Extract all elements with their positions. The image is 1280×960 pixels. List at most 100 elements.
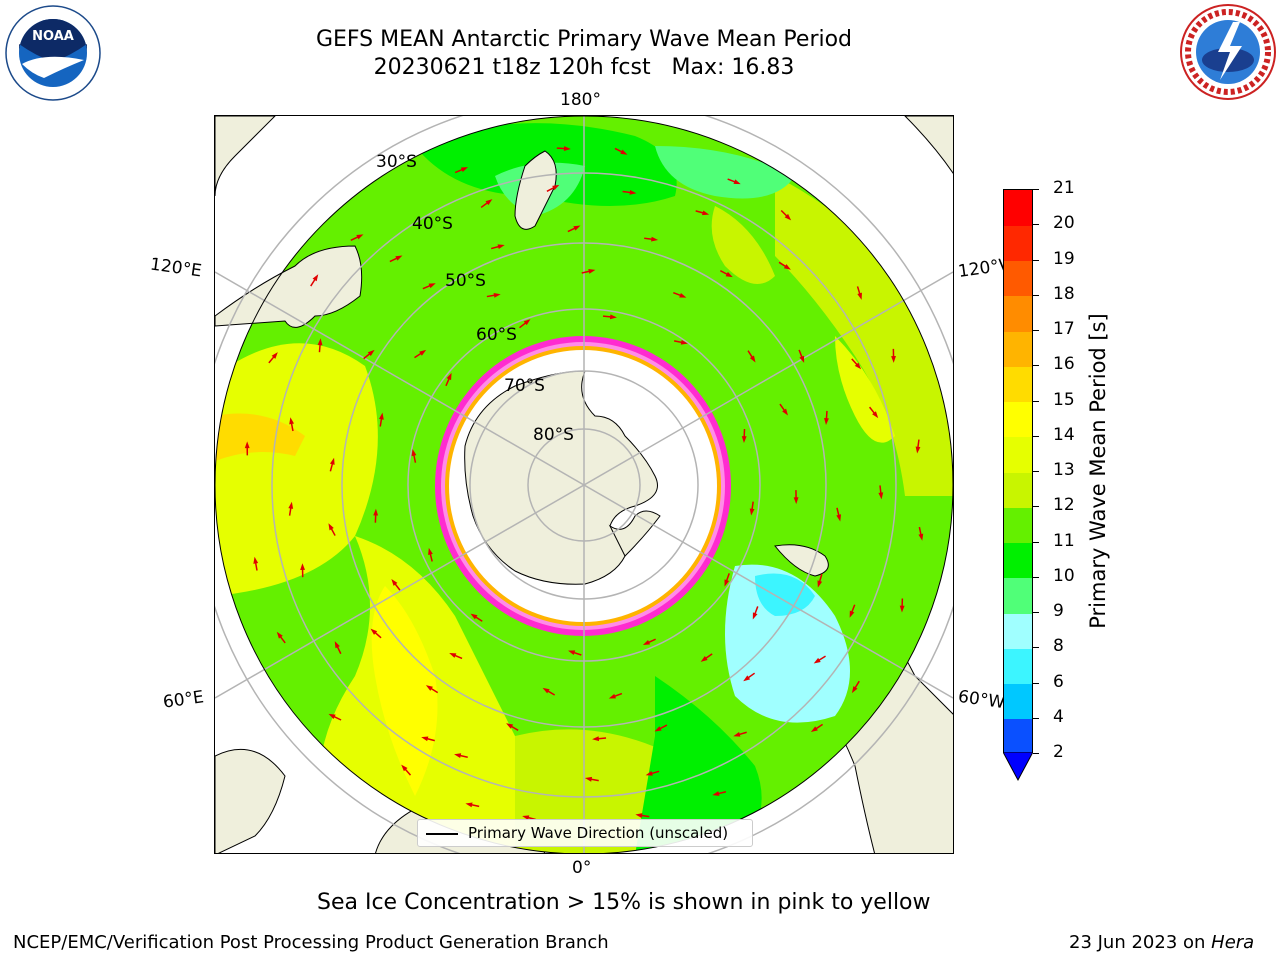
wave-direction-arrowhead: [373, 508, 379, 516]
wave-direction-arrowhead: [724, 579, 730, 587]
wave-direction-arrowhead: [449, 652, 457, 658]
wave-direction-arrowhead: [328, 713, 336, 719]
wave-direction-arrowhead: [701, 210, 710, 216]
colorbar-tick-label: 13: [1053, 460, 1075, 480]
wave-direction-arrowhead: [857, 292, 862, 300]
wave-direction-arrowhead: [588, 269, 596, 274]
wave-direction-arrowhead: [851, 686, 858, 694]
colorbar-tick-label: 15: [1053, 389, 1075, 410]
colorbar-segment: [1004, 401, 1032, 438]
colorbar-tick-label: 10: [1053, 565, 1075, 586]
colorbar-segment: [1004, 648, 1032, 684]
colorbar: [1003, 189, 1033, 753]
colorbar-tick-mark: [1033, 294, 1039, 296]
wave-direction-arrowhead: [334, 641, 340, 649]
wave-direction-arrowhead: [813, 657, 821, 664]
wave-direction-arrowhead: [752, 612, 758, 620]
wave-direction-arrowhead: [749, 508, 755, 516]
lon-label-120e: 120°E: [148, 254, 203, 282]
wave-direction-arrowhead: [379, 412, 384, 420]
wave-direction-arrowhead: [428, 283, 436, 289]
wave-direction-arrowhead: [552, 184, 560, 191]
wave-direction-arrowhead: [783, 264, 791, 270]
map-frame: 30°S 40°S 50°S 60°S 70°S 80°S Primary Wa…: [214, 115, 954, 854]
wave-direction-arrowhead: [317, 338, 323, 346]
colorbar-segment: [1004, 472, 1032, 508]
colorbar-tick-label: 6: [1053, 671, 1064, 692]
colorbar-tick-label: 16: [1053, 354, 1075, 375]
wave-direction-arrowhead: [872, 411, 879, 419]
wave-direction-arrowhead: [300, 563, 305, 571]
wave-direction-arrowhead: [620, 149, 628, 155]
wave-direction-arrowhead: [568, 650, 576, 656]
colorbar-tick-mark: [1033, 400, 1039, 402]
colorbar-tick-mark: [1033, 576, 1039, 578]
legend-line-icon: [426, 833, 458, 835]
chart-title: GEFS MEAN Antarctic Primary Wave Mean Pe…: [315, 27, 853, 52]
wave-direction-arrowhead: [654, 726, 662, 732]
lon-label-180: 180°: [560, 90, 601, 110]
colorbar-tick-mark: [1033, 753, 1039, 754]
wave-direction-arrowhead: [271, 352, 278, 359]
wave-direction-arrowhead: [497, 244, 505, 250]
wave-direction-arrowhead: [836, 514, 842, 522]
polar-map: [215, 116, 953, 853]
wave-direction-arrowhead: [428, 547, 433, 556]
wave-direction-arrowhead: [824, 418, 829, 425]
wave-direction-arrowhead: [849, 610, 855, 618]
wave-direction-arrowhead: [725, 271, 733, 278]
colorbar-tick-label: 11: [1053, 530, 1075, 551]
colorbar-segment: [1004, 613, 1032, 649]
colorbar-segment: [1004, 683, 1032, 720]
wave-direction-arrowhead: [253, 556, 259, 564]
wave-direction-arrowhead: [700, 656, 708, 662]
colorbar-segment: [1004, 260, 1032, 297]
wave-direction-arrowhead: [782, 408, 788, 416]
colorbar-extend-triangle: [1003, 752, 1033, 782]
wave-direction-arrowhead: [743, 675, 751, 682]
wave-direction-arrowhead: [793, 497, 799, 505]
sea-ice-caption: Sea Ice Concentration > 15% is shown in …: [317, 890, 931, 915]
wave-direction-arrowhead: [733, 179, 741, 185]
wave-direction-arrowhead: [635, 813, 643, 818]
lat-label-30s: 30°S: [376, 152, 417, 172]
colorbar-tick-mark: [1033, 259, 1039, 261]
wave-direction-arrowhead: [592, 736, 600, 742]
lat-label-70s: 70°S: [504, 376, 545, 396]
colorbar-tick-mark: [1033, 471, 1039, 472]
wave-direction-arrowhead: [542, 687, 550, 694]
wave-direction-arrowhead: [608, 693, 616, 699]
wave-direction-arrowhead: [244, 441, 250, 449]
colorbar-tick-mark: [1033, 506, 1039, 508]
lat-label-50s: 50°S: [445, 271, 486, 291]
wave-direction-arrowhead: [817, 580, 823, 588]
wave-direction-arrowhead: [288, 501, 294, 509]
wave-direction-arrowhead: [679, 292, 687, 298]
wave-direction-arrowhead: [733, 731, 741, 737]
footer-right: 23 Jun 2023 on Hera: [1069, 932, 1254, 953]
noaa-logo-icon: NOAA: [5, 5, 101, 101]
lat-label-40s: 40°S: [412, 214, 453, 234]
wave-direction-arrowhead: [891, 356, 896, 363]
wave-direction-arrowhead: [899, 605, 905, 613]
wave-direction-arrowhead: [421, 736, 429, 742]
colorbar-tick-label: 20: [1053, 213, 1075, 234]
colorbar-segment: [1004, 366, 1032, 402]
wave-direction-arrowhead: [629, 189, 637, 195]
colorbar-tick-mark: [1033, 612, 1039, 613]
wave-direction-arrowhead: [367, 349, 375, 356]
wave-direction-arrowhead: [563, 146, 571, 151]
colorbar-segment: [1004, 225, 1032, 261]
wave-direction-arrowhead: [356, 234, 364, 240]
nws-logo-icon: [1180, 4, 1276, 100]
wave-direction-arrowhead: [465, 802, 473, 808]
svg-text:NOAA: NOAA: [32, 29, 74, 44]
colorbar-tick-mark: [1033, 365, 1039, 367]
wave-direction-arrowhead: [446, 372, 452, 381]
lon-label-60w: 60°W: [956, 686, 1007, 714]
wave-direction-arrowhead: [642, 639, 651, 646]
colorbar-tick-mark: [1033, 647, 1039, 649]
wave-direction-arrowhead: [395, 255, 403, 261]
map-legend: Primary Wave Direction (unscaled): [417, 819, 753, 847]
colorbar-segment: [1004, 331, 1032, 367]
